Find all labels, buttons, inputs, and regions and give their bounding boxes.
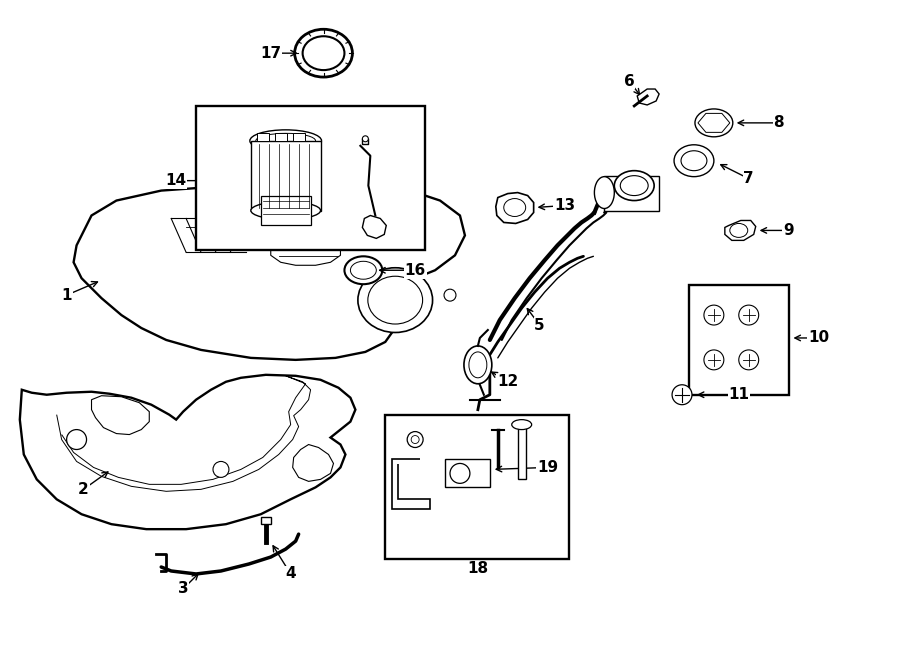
Circle shape [363,136,368,142]
Bar [251,141,320,210]
Bar [385,414,570,559]
Ellipse shape [681,151,706,171]
Circle shape [739,305,759,325]
Polygon shape [363,215,386,239]
Text: 14: 14 [166,173,186,188]
Ellipse shape [345,256,382,284]
Ellipse shape [348,221,376,241]
Bar [196,106,425,251]
Text: 15: 15 [390,183,410,198]
Ellipse shape [302,36,345,70]
Circle shape [407,432,423,447]
Circle shape [704,350,724,370]
Ellipse shape [358,268,433,332]
Text: 5: 5 [535,317,544,332]
Polygon shape [20,375,356,529]
Bar [604,176,659,210]
Text: 17: 17 [260,46,282,61]
Text: 9: 9 [783,223,794,238]
Bar [256,133,269,141]
Text: 1: 1 [61,288,72,303]
Polygon shape [496,192,534,223]
Circle shape [444,289,456,301]
Circle shape [67,430,86,449]
Circle shape [672,385,692,405]
Text: 11: 11 [728,387,750,403]
Text: 3: 3 [178,582,188,596]
Ellipse shape [615,171,654,200]
Polygon shape [206,200,241,214]
Ellipse shape [464,346,491,384]
Bar [445,459,490,487]
Ellipse shape [512,420,532,430]
Polygon shape [74,184,465,360]
Polygon shape [292,444,334,481]
Circle shape [739,350,759,370]
Ellipse shape [294,29,353,77]
Text: 12: 12 [497,374,518,389]
Bar [274,133,287,141]
Bar [292,133,304,141]
Text: 16: 16 [404,263,426,278]
Polygon shape [724,221,756,241]
Polygon shape [271,231,340,265]
Text: 13: 13 [554,198,575,213]
Text: 7: 7 [743,171,754,186]
Ellipse shape [674,145,714,176]
Text: 10: 10 [808,330,829,346]
Polygon shape [637,89,659,105]
Text: 8: 8 [773,116,784,130]
Bar [689,285,788,395]
Text: 4: 4 [285,566,296,582]
Polygon shape [92,396,149,434]
Ellipse shape [594,176,615,208]
Text: 2: 2 [78,482,89,497]
Ellipse shape [251,202,320,219]
Ellipse shape [250,130,321,152]
Bar [261,196,310,225]
Circle shape [704,305,724,325]
Text: 18: 18 [467,561,489,576]
Bar [518,424,526,479]
Circle shape [411,436,419,444]
Bar [261,517,271,524]
Ellipse shape [695,109,733,137]
Text: 6: 6 [624,73,634,89]
Ellipse shape [450,463,470,483]
Circle shape [213,461,229,477]
Text: 19: 19 [537,460,558,475]
